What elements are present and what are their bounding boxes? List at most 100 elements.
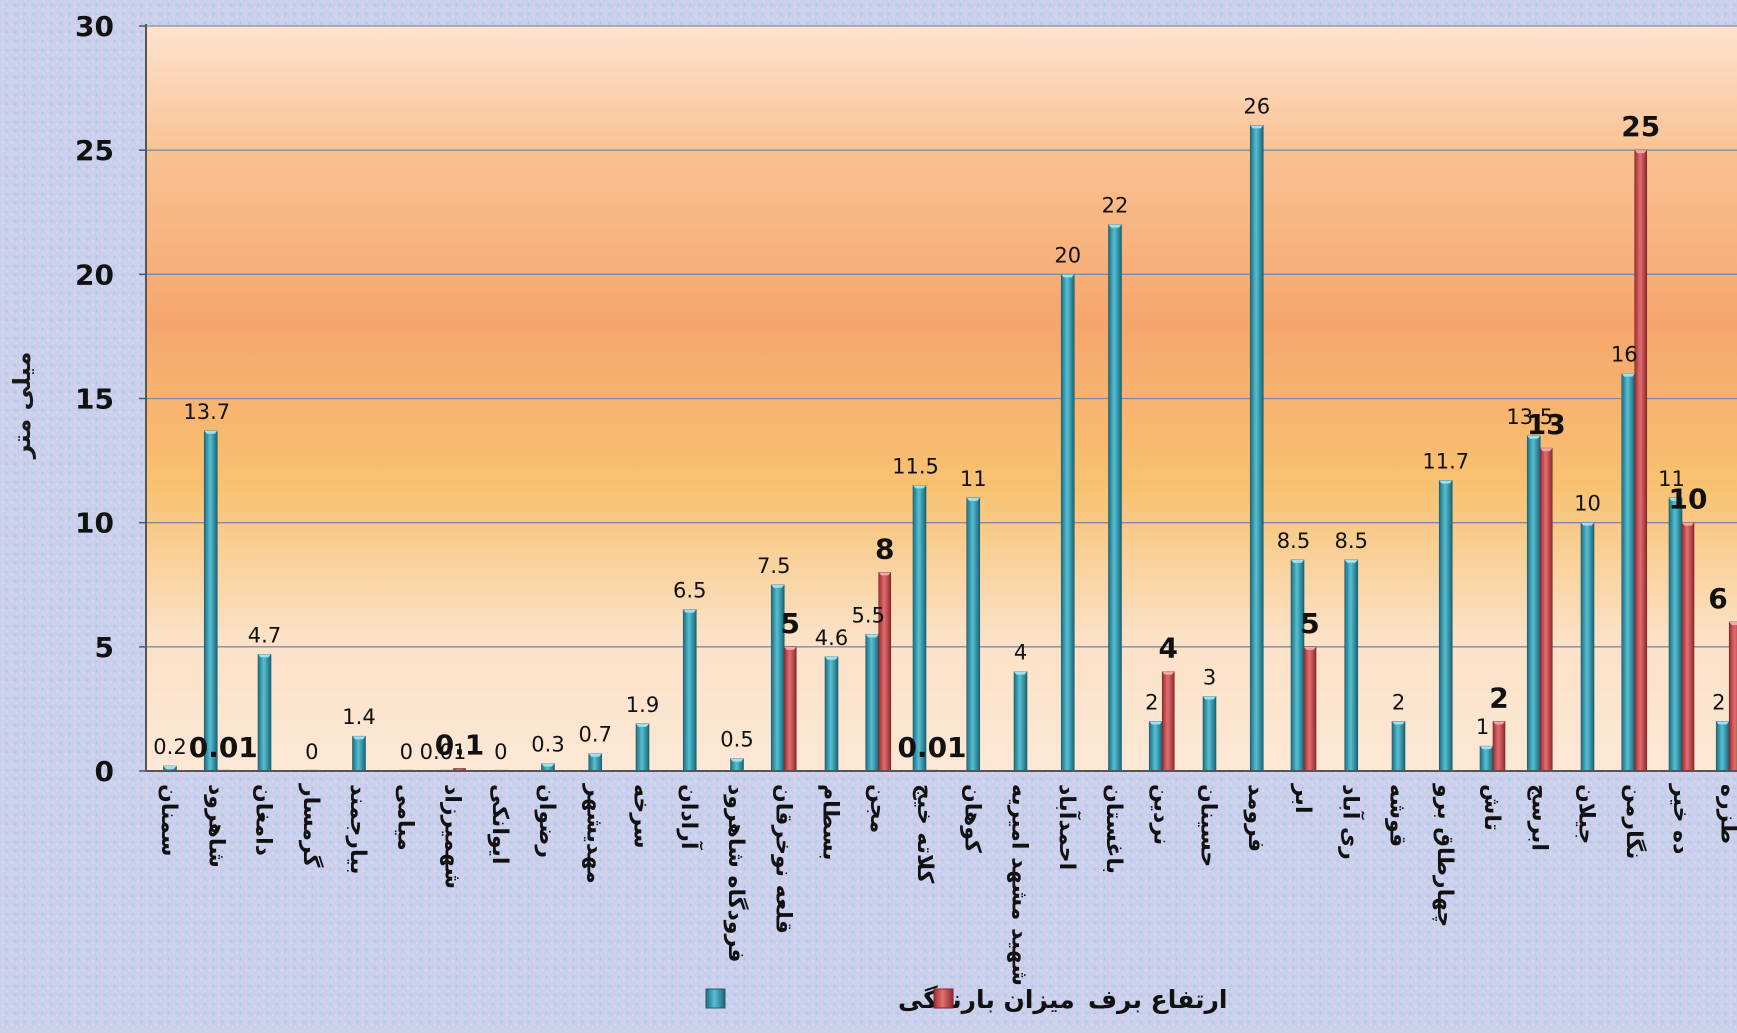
bar-precipitation [1392, 721, 1405, 771]
data-label-snow-depth: 0.01 [189, 731, 258, 764]
x-tick-label: مهدیشهر [581, 783, 606, 884]
data-label-precipitation: 4.6 [815, 626, 848, 650]
y-tick-label: 25 [75, 134, 114, 167]
data-label-snow-depth: 0.01 [897, 731, 966, 764]
x-tick-label: حسینان [1196, 784, 1221, 867]
bar-precipitation [1109, 225, 1122, 771]
bar-precipitation [967, 498, 980, 771]
bar-precipitation [913, 485, 926, 771]
bar-snow-depth [1540, 448, 1552, 771]
data-label-precipitation: 4.7 [248, 623, 281, 647]
data-label-snow-depth: 25 [1621, 110, 1660, 143]
bar-snow-depth [1162, 672, 1174, 771]
y-tick-label: 20 [75, 258, 114, 291]
y-tick-label: 30 [75, 10, 114, 43]
x-tick-label: ایوانکی [487, 784, 512, 864]
data-label-snow-depth: 13 [1527, 408, 1566, 441]
x-tick-label: آرادان [676, 784, 704, 850]
data-label-precipitation: 26 [1243, 94, 1270, 118]
bar-precipitation [1581, 523, 1594, 771]
data-label-precipitation: 22 [1102, 194, 1129, 218]
bar-precipitation [1061, 274, 1074, 771]
data-label-precipitation: 0.3 [531, 733, 564, 757]
bar-precipitation [1250, 125, 1263, 771]
x-tick-label: ری آباد [1337, 784, 1365, 860]
data-label-snow-depth: 0.1 [435, 729, 485, 762]
x-tick-label: طزره [1715, 784, 1737, 844]
data-label-precipitation: 13.7 [183, 400, 230, 424]
bar-precipitation [1149, 721, 1162, 771]
data-label-precipitation: 0.5 [720, 728, 753, 752]
bar-snow-depth [784, 647, 796, 771]
x-tick-label: قلعه نوخرقان [770, 784, 795, 934]
data-label-precipitation: 1 [1476, 715, 1489, 739]
bar-precipitation [1480, 746, 1493, 771]
bar-precipitation [1345, 560, 1358, 771]
data-label-precipitation: 2 [1392, 690, 1405, 714]
x-tick-label: میامی [392, 784, 417, 851]
bar-precipitation [204, 431, 217, 771]
y-tick-label: 15 [75, 383, 114, 416]
data-label-precipitation: 11 [960, 467, 987, 491]
x-tick-label: نردین [1148, 784, 1173, 845]
data-label-precipitation: 3 [1203, 666, 1216, 690]
x-tick-label: ابرسج [1526, 784, 1551, 851]
x-tick-label: مجن [865, 784, 890, 833]
data-label-precipitation: 2 [1712, 690, 1725, 714]
data-label-precipitation: 1.4 [342, 705, 375, 729]
y-tick-label: 5 [95, 631, 114, 664]
data-label-precipitation: 10 [1574, 492, 1601, 516]
bar-precipitation [636, 724, 649, 771]
bar-precipitation [1203, 697, 1216, 772]
data-label-precipitation: 0.2 [153, 735, 186, 759]
data-label-precipitation: 2 [1145, 690, 1158, 714]
legend-swatch-snow-depth [934, 989, 953, 1008]
bar-precipitation [1622, 374, 1635, 771]
data-label-precipitation: 16 [1611, 343, 1638, 367]
bar-precipitation [1527, 436, 1540, 771]
data-label-precipitation: 7.5 [757, 554, 790, 578]
data-label-precipitation: 0 [494, 740, 507, 764]
x-tick-label: سمنان [156, 784, 181, 856]
bar-precipitation [1669, 498, 1682, 771]
x-tick-label: شهمیرزاد [440, 784, 465, 889]
x-tick-label: ده خیر [1668, 783, 1693, 854]
data-label-snow-depth: 5 [781, 607, 800, 640]
y-tick-label: 10 [75, 507, 114, 540]
x-tick-label: بسطام [818, 784, 843, 860]
data-label-precipitation: 1.9 [626, 693, 659, 717]
data-label-precipitation: 0.7 [579, 723, 612, 747]
data-label-precipitation: 4 [1014, 641, 1027, 665]
x-tick-label: گرمسار [298, 783, 325, 868]
bar-snow-depth [1493, 721, 1505, 771]
bar-precipitation [1291, 560, 1304, 771]
bar-snow-depth [1635, 150, 1647, 771]
x-tick-label: چهارطاق برو [1432, 783, 1457, 927]
bar-precipitation [1439, 480, 1452, 771]
bar-snow-depth [1682, 523, 1694, 771]
x-tick-label: جیلان [1574, 784, 1599, 844]
x-tick-label: قوشه [1385, 784, 1410, 847]
data-label-precipitation: 11.7 [1422, 449, 1469, 473]
x-tick-label: احمدآباد [1054, 784, 1082, 870]
bar-precipitation [683, 610, 696, 771]
data-label-precipitation: 8.5 [1277, 529, 1310, 553]
x-tick-label: سرخه [629, 784, 654, 849]
data-label-snow-depth: 8 [875, 532, 894, 565]
bar-precipitation [866, 634, 879, 771]
data-label-precipitation: 5.5 [852, 603, 885, 627]
bar-snow-depth [879, 572, 891, 771]
bar-precipitation [258, 654, 271, 771]
legend-label-snow-depth: ارتفاع برف [1088, 985, 1228, 1015]
x-tick-label: فرودگاه شاهرود [723, 784, 750, 963]
data-label-precipitation: 0 [305, 740, 318, 764]
data-label-precipitation: 20 [1054, 243, 1081, 267]
legend-label-precipitation: میزان بارندگی [898, 985, 1075, 1015]
bar-precipitation [1014, 672, 1027, 771]
x-tick-label: کلاته خیج [912, 784, 937, 884]
bar-snow-depth [1304, 647, 1316, 771]
data-label-snow-depth: 10 [1669, 483, 1708, 516]
data-label-precipitation: 0 [400, 740, 413, 764]
